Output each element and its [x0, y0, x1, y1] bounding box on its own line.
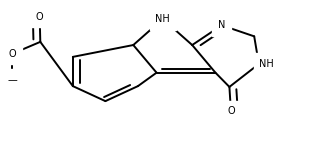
Text: NH: NH — [155, 14, 170, 24]
Text: O: O — [9, 49, 16, 59]
Text: —: — — [7, 75, 17, 85]
Text: N: N — [218, 20, 225, 30]
Text: O: O — [36, 12, 43, 22]
Text: NH: NH — [259, 59, 274, 69]
Text: O: O — [227, 106, 235, 116]
